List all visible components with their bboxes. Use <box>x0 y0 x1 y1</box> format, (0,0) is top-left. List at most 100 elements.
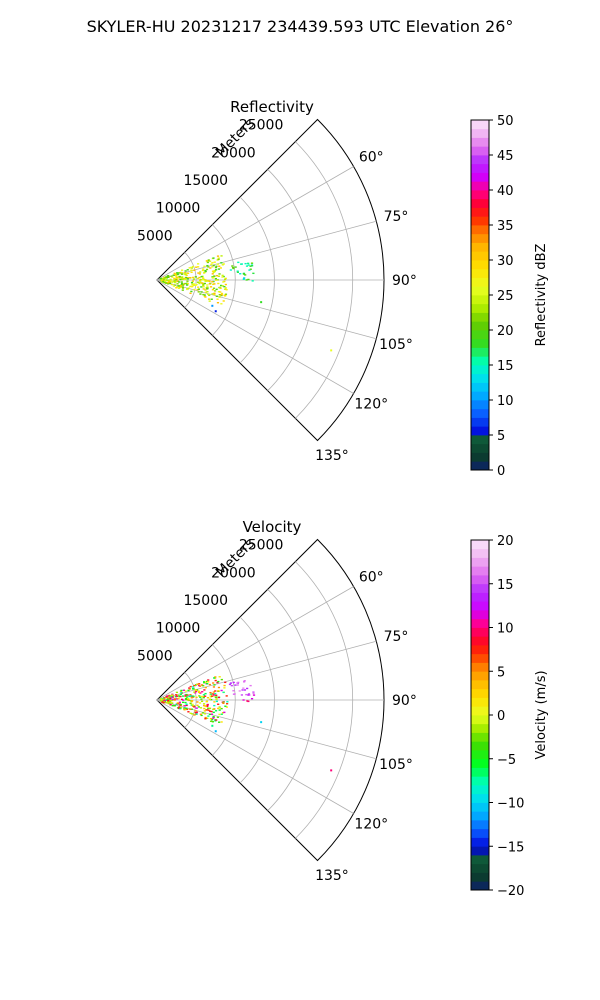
velocity-echo-gate <box>185 704 188 707</box>
velocity-colorbar-band <box>471 557 489 567</box>
velocity-azimuth-tick-label: 60° <box>359 569 384 585</box>
velocity-colorbar-band <box>471 627 489 637</box>
velocity-echo-gate <box>210 695 214 697</box>
velocity-echo-gate <box>196 701 199 703</box>
reflectivity-colorbar-band <box>471 373 489 383</box>
reflectivity-echo-gate <box>192 284 196 286</box>
velocity-echo-gate <box>204 718 207 720</box>
velocity-colorbar-band <box>471 741 489 751</box>
reflectivity-echo-gate <box>165 276 168 278</box>
velocity-echo-gate <box>211 721 214 723</box>
velocity-echo-gate <box>171 694 174 696</box>
reflectivity-colorbar-band <box>471 251 489 261</box>
velocity-echo-gate <box>260 721 263 724</box>
velocity-echo-gate <box>243 689 247 691</box>
velocity-echo-gate <box>203 681 206 683</box>
velocity-azimuth-tick-label: 90° <box>392 693 417 709</box>
velocity-azimuth-line-120 <box>156 699 354 814</box>
velocity-echo-gate <box>184 697 188 700</box>
velocity-echo-gate <box>175 695 179 697</box>
velocity-echo-gate <box>213 677 216 679</box>
reflectivity-echo-gate <box>191 285 194 287</box>
reflectivity-colorbar-band <box>471 461 489 471</box>
reflectivity-azimuth-tick-label: 75° <box>384 209 409 225</box>
velocity-echo-gate <box>177 697 180 700</box>
velocity-echo-gate <box>212 716 215 719</box>
reflectivity-echo-gate <box>211 276 214 278</box>
velocity-echo-gate <box>192 688 195 690</box>
velocity-echo-gate <box>176 702 179 704</box>
reflectivity-echo-gate <box>186 278 189 280</box>
velocity-echo-gate <box>218 709 221 711</box>
velocity-echo-gate <box>220 713 223 715</box>
reflectivity-echo-gate <box>185 274 188 277</box>
reflectivity-echo-gate <box>204 280 207 283</box>
reflectivity-echo-gate <box>193 269 196 271</box>
reflectivity-echo-gate <box>251 264 254 267</box>
reflectivity-echo-gate <box>216 255 220 257</box>
reflectivity-azimuth-tick-label: 60° <box>359 149 384 165</box>
velocity-colorbar-band <box>471 645 489 655</box>
velocity-echo-gate <box>190 697 193 699</box>
reflectivity-echo-gate <box>204 291 207 294</box>
velocity-echo-gate <box>199 692 202 694</box>
velocity-echo-gate <box>169 704 172 706</box>
reflectivity-echo-gate <box>161 279 164 282</box>
reflectivity-colorbar-band <box>471 443 489 453</box>
reflectivity-azimuth-line-75 <box>156 220 377 281</box>
reflectivity-echo-gate <box>216 279 219 281</box>
velocity-colorbar-band <box>471 855 489 865</box>
reflectivity-echo-gate <box>174 273 177 276</box>
reflectivity-range-tick-label: 5000 <box>137 228 173 244</box>
velocity-echo-gate <box>180 691 183 694</box>
reflectivity-echo-gate <box>251 280 254 282</box>
reflectivity-echo-gate <box>197 272 200 274</box>
velocity-echo-gate <box>208 683 211 686</box>
velocity-echo-gate <box>214 692 217 695</box>
velocity-echo-gate <box>214 676 217 678</box>
velocity-echo-gate <box>247 700 250 703</box>
velocity-colorbar-band <box>471 767 489 777</box>
reflectivity-echo-gate <box>167 279 170 282</box>
reflectivity-azimuth-line-105 <box>156 279 377 340</box>
reflectivity-echo-gate <box>175 286 179 288</box>
reflectivity-colorbar-band <box>471 181 489 191</box>
velocity-echo-gate <box>182 699 185 701</box>
reflectivity-echo-gate <box>236 270 239 272</box>
reflectivity-colorbar-band <box>471 155 489 165</box>
velocity-echo-gate <box>214 679 217 682</box>
reflectivity-echo-gate <box>199 278 202 281</box>
velocity-echo-gate <box>198 695 201 697</box>
reflectivity-echo-gate <box>189 285 192 288</box>
reflectivity-echo-gate <box>249 265 252 267</box>
reflectivity-colorbar-band <box>471 268 489 278</box>
reflectivity-echo-gate <box>213 269 216 272</box>
reflectivity-colorbar-band <box>471 146 489 156</box>
reflectivity-echo-gate <box>216 302 220 304</box>
velocity-colorbar-band <box>471 697 489 707</box>
velocity-echo-gate <box>193 684 196 687</box>
reflectivity-echo-gate <box>231 265 234 267</box>
reflectivity-echo-gate <box>210 298 213 300</box>
reflectivity-echo-gate <box>178 277 181 279</box>
velocity-echo-gate <box>199 696 202 698</box>
velocity-echo-gate <box>175 691 179 694</box>
velocity-colorbar-band <box>471 776 489 786</box>
velocity-colorbar-band <box>471 785 489 795</box>
reflectivity-colorbar-tick-label: 15 <box>497 359 514 374</box>
reflectivity-range-tick-label: 20000 <box>211 145 256 161</box>
reflectivity-echo-gate <box>247 264 250 266</box>
reflectivity-echo-gate <box>216 263 219 265</box>
reflectivity-azimuth-line-60 <box>156 166 354 281</box>
velocity-echo-gate <box>171 698 174 701</box>
reflectivity-echo-gate <box>330 349 333 352</box>
velocity-colorbar-tick-label: 20 <box>497 534 514 549</box>
reflectivity-echo-gate <box>192 283 196 285</box>
velocity-colorbar-band <box>471 750 489 760</box>
reflectivity-echo-gate <box>223 278 227 281</box>
reflectivity-echo-gate <box>197 266 200 268</box>
velocity-echo-gate <box>242 687 245 689</box>
velocity-colorbar-tick-label: 5 <box>497 665 505 680</box>
velocity-echo-gate <box>209 720 213 722</box>
velocity-echo-gate <box>206 703 209 706</box>
